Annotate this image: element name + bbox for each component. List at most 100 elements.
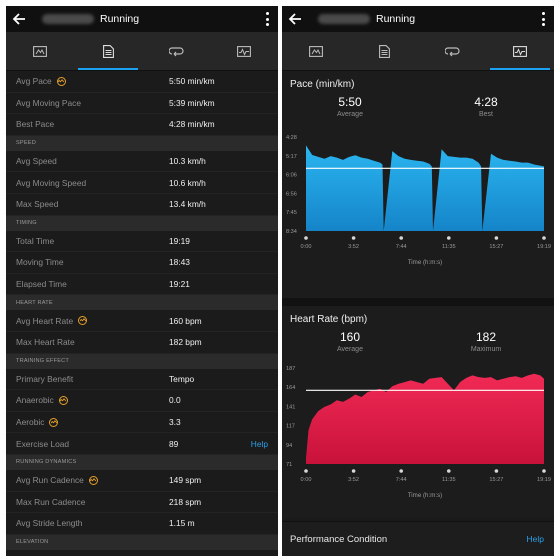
summary-average: 160 Average <box>282 330 418 364</box>
performance-condition-row[interactable]: Performance Condition Help <box>282 521 554 556</box>
stat-label: Total Time <box>16 235 55 246</box>
stat-value: 5:39 min/km <box>169 97 215 108</box>
summary-average: 5:50 Average <box>282 95 418 129</box>
stat-label: Exercise Load <box>16 438 70 449</box>
tab-charts[interactable] <box>486 32 554 70</box>
chart-summary: 160 Average 182 Maximum <box>282 330 554 364</box>
section-header-speed: SPEED <box>6 135 278 151</box>
stat-row-total-time: Total Time 19:19 <box>6 231 278 253</box>
blurred-activity-name <box>318 14 370 24</box>
x-tick-dot <box>351 469 356 473</box>
y-tick-label: 117 <box>286 424 295 430</box>
help-link[interactable]: Help <box>250 438 268 449</box>
x-tick-label: 11:35 <box>442 244 456 250</box>
stat-row-exercise-load: Exercise Load 89 Help <box>6 433 278 455</box>
x-tick-label: 19:19 <box>537 244 551 250</box>
y-tick-label: 7:45 <box>286 210 297 216</box>
tab-map[interactable] <box>282 32 350 70</box>
stat-label: Anaerobic <box>16 395 54 406</box>
app-bar: Running <box>6 6 278 32</box>
stat-value: 10.6 km/h <box>169 177 206 188</box>
personal-record-icon[interactable] <box>78 316 88 326</box>
stat-row-avg-moving-speed: Avg Moving Speed 10.6 km/h <box>6 172 278 194</box>
stat-value: Tempo <box>169 373 195 384</box>
x-tick-label: 3:52 <box>348 244 359 250</box>
x-tick-label: 7:44 <box>396 244 407 250</box>
tab-bar <box>282 32 554 71</box>
stat-row-max-run-cadence: Max Run Cadence 218 spm <box>6 492 278 514</box>
stat-label: Max Heart Rate <box>16 337 75 348</box>
y-tick-label: 5:17 <box>286 154 297 160</box>
summary-label: Best <box>478 111 493 118</box>
help-link[interactable]: Help <box>526 534 544 544</box>
stat-label: Avg Pace <box>16 76 52 87</box>
chart-summary: 5:50 Average 4:28 Best <box>282 95 554 129</box>
stat-row-avg-stride-length: Avg Stride Length 1.15 m <box>6 513 278 535</box>
tab-stats[interactable] <box>74 32 142 70</box>
stat-label: Primary Benefit <box>16 373 74 384</box>
pace-chart[interactable]: 4:28 5:17 6:06 6:56 7:45 8:34 0:00 3:52 7:44 11:3… <box>282 129 554 289</box>
x-tick-label: 7:44 <box>396 477 407 483</box>
stat-label: Aerobic <box>16 417 45 428</box>
stat-value: 18:43 <box>169 257 190 268</box>
divider <box>282 298 554 306</box>
heart-rate-chart[interactable]: 187 164 141 117 94 71 0:00 3:52 7:44 11:35 15:27 19… <box>282 364 554 512</box>
personal-record-icon[interactable] <box>56 76 66 86</box>
summary-best: 4:28 Best <box>418 95 554 129</box>
tab-map[interactable] <box>6 32 74 70</box>
stat-value: 4:28 min/km <box>169 119 215 130</box>
x-tick-label: 15:27 <box>489 477 503 483</box>
laps-icon <box>168 46 184 56</box>
chart-icon <box>513 45 527 57</box>
summary-maximum: 182 Maximum <box>418 330 554 364</box>
x-tick-dot <box>447 469 451 473</box>
x-tick-label: 3:52 <box>348 477 359 483</box>
tab-laps[interactable] <box>418 32 486 70</box>
y-tick-label: 164 <box>286 385 295 391</box>
stat-row-moving-time: Moving Time 18:43 <box>6 252 278 274</box>
y-tick-label: 8:34 <box>286 229 297 235</box>
x-tick-dot <box>494 236 499 240</box>
y-tick-label: 187 <box>286 366 295 372</box>
app-title: Running <box>100 13 140 25</box>
back-button[interactable] <box>6 6 32 32</box>
stat-row-anaerobic: Anaerobic 0.0 <box>6 390 278 412</box>
more-options-icon[interactable] <box>264 12 270 26</box>
tab-stats[interactable] <box>350 32 418 70</box>
x-tick-dot <box>447 236 451 240</box>
section-header-running-dynamics: RUNNING DYNAMICS <box>6 454 278 470</box>
app-title: Running <box>376 13 416 25</box>
stat-row-elapsed-time: Elapsed Time 19:21 <box>6 274 278 296</box>
back-button[interactable] <box>282 6 308 32</box>
summary-label: Maximum <box>470 346 502 353</box>
stat-value: 1.15 m <box>169 518 195 529</box>
map-icon <box>309 45 323 57</box>
stat-label: Max Run Cadence <box>16 496 86 507</box>
performance-condition-label: Performance Condition <box>290 533 388 545</box>
summary-label: Average <box>337 111 363 118</box>
personal-record-icon[interactable] <box>88 475 98 485</box>
stat-label: Moving Time <box>16 257 64 268</box>
summary-label: Average <box>337 346 363 353</box>
x-tick-dot <box>304 469 308 473</box>
stat-row-max-heart-rate: Max Heart Rate 182 bpm <box>6 332 278 354</box>
chart-icon <box>237 45 251 57</box>
series-area <box>306 373 544 464</box>
personal-record-icon[interactable] <box>58 395 68 405</box>
stat-label: Avg Moving Pace <box>16 97 82 108</box>
x-tick-label: 15:27 <box>489 244 503 250</box>
document-icon <box>378 44 390 58</box>
stat-value: 0.0 <box>169 395 181 406</box>
stat-value: 13.4 km/h <box>169 199 206 210</box>
stat-row-avg-heart-rate: Avg Heart Rate 160 bpm <box>6 310 278 332</box>
more-options-icon[interactable] <box>540 12 546 26</box>
x-tick-label: 11:35 <box>442 477 456 483</box>
tab-laps[interactable] <box>142 32 210 70</box>
tab-charts[interactable] <box>210 32 278 70</box>
x-axis-label: Time (h:m:s) <box>408 259 443 266</box>
y-tick-label: 6:56 <box>286 191 297 197</box>
summary-value: 4:28 <box>474 95 498 109</box>
y-tick-label: 71 <box>286 462 292 468</box>
stat-label: Max Speed <box>16 199 59 210</box>
personal-record-icon[interactable] <box>49 417 59 427</box>
